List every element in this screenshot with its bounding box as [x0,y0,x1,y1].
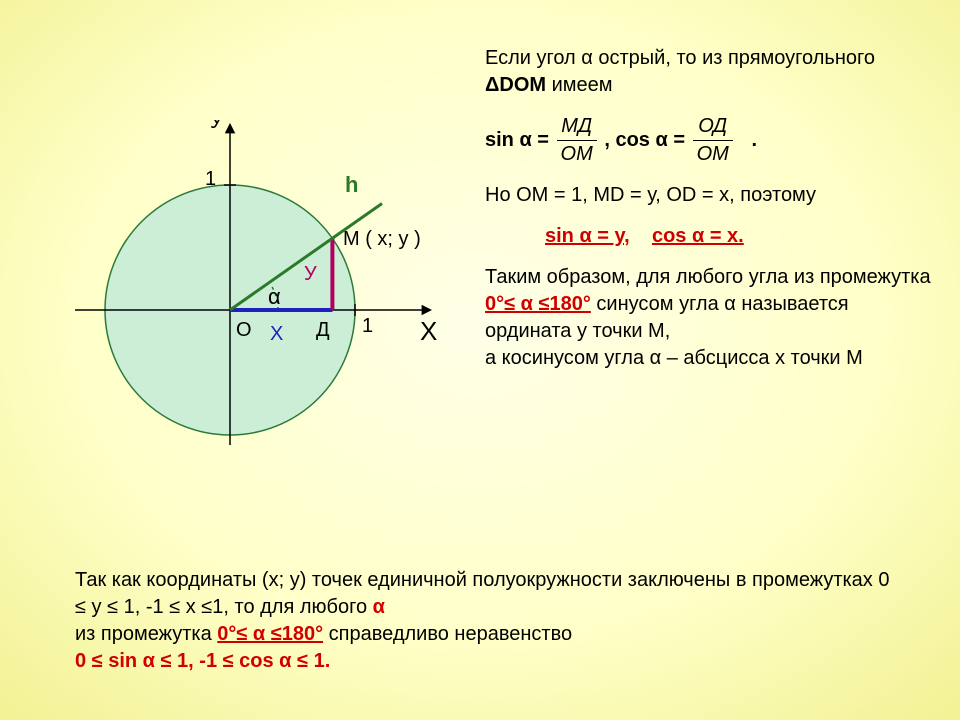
frac-cos-num: ОД [693,113,733,141]
b2-range: 0°≤ α ≤180° [217,623,323,645]
label-x-axis: Х [420,316,437,346]
label-h: h [345,172,358,197]
label-D: Д [316,319,330,341]
sin-y: sin α = у, [545,225,630,247]
period: . [751,129,757,151]
frac-cos: ОДОМ [693,113,733,168]
b2a: из промежутка [75,623,217,645]
frac-sin-den: ОМ [557,141,597,168]
para-4: sin α = у, cos α = х. [545,223,935,250]
label-O: О [236,319,252,341]
p1c: имеем [546,74,612,96]
p1-delta: ΔDOM [485,74,546,96]
bottom-1: Так как координаты (х; у) точек единично… [75,567,895,621]
p5a: Таким образом, для любого угла из промеж… [485,266,931,288]
para-1: Если угол α острый, то из прямоугольного… [485,45,935,99]
p5-range: 0°≤ α ≤180° [485,293,591,315]
explanation-bottom: Так как координаты (х; у) точек единично… [75,567,895,675]
bottom-2: из промежутка 0°≤ α ≤180° справедливо не… [75,621,895,648]
label-y-seg: У [304,263,317,285]
label-alpha: α [268,284,281,309]
para-formulas: sin α = МДОМ , cos α = ОДОМ . [485,113,935,168]
label-x-seg: Х [270,323,283,345]
label-y-axis: У [210,120,223,133]
frac-cos-den: ОМ [693,141,733,168]
label-M: M ( x; y ) [343,228,421,250]
sin-label: sin α = [485,129,549,151]
bottom-3: 0 ≤ sin α ≤ 1, -1 ≤ cos α ≤ 1. [75,648,895,675]
unit-circle-diagram: У Х 1 1 h M ( x; y ) α О Д Х У [60,120,440,500]
b1: Так как координаты (х; у) точек единично… [75,569,889,618]
cos-x: cos α = х. [652,225,744,247]
para-3: Но ОМ = 1, МD = у, ОD = х, поэтому [485,182,935,209]
b2b: справедливо неравенство [323,623,572,645]
cos-label: , cos α = [604,129,685,151]
label-one-right: 1 [362,315,373,337]
frac-sin-num: МД [557,113,597,141]
b1-alpha: α [373,596,385,618]
para-5: Таким образом, для любого угла из промеж… [485,264,935,372]
p5c: а косинусом угла α – абсцисса х точки М [485,347,863,369]
explanation-right: Если угол α острый, то из прямоугольного… [485,45,935,386]
p1a: Если угол α острый, то из прямоугольного [485,47,875,69]
frac-sin: МДОМ [557,113,597,168]
label-one-top: 1 [205,168,216,190]
